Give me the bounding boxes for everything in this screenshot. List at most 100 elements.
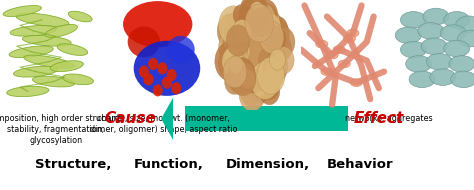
Circle shape [239, 77, 265, 111]
Circle shape [270, 34, 292, 62]
Circle shape [343, 35, 356, 42]
Circle shape [265, 25, 285, 52]
Circle shape [440, 25, 466, 41]
Ellipse shape [226, 9, 285, 97]
Circle shape [255, 0, 278, 30]
Circle shape [270, 53, 288, 77]
Circle shape [225, 69, 244, 94]
Circle shape [157, 62, 167, 74]
Circle shape [219, 6, 248, 45]
Circle shape [258, 13, 282, 44]
Circle shape [227, 47, 242, 66]
Ellipse shape [123, 1, 192, 47]
Circle shape [264, 68, 278, 86]
Text: Structure,: Structure, [35, 158, 112, 171]
Circle shape [252, 74, 273, 101]
Circle shape [273, 27, 295, 57]
Circle shape [233, 60, 249, 83]
Circle shape [255, 65, 274, 91]
Circle shape [162, 77, 172, 89]
Ellipse shape [63, 74, 93, 85]
Circle shape [235, 66, 255, 92]
Circle shape [259, 77, 280, 105]
Circle shape [269, 20, 290, 48]
Circle shape [333, 46, 345, 53]
Circle shape [222, 34, 250, 71]
Circle shape [257, 57, 285, 94]
Circle shape [444, 12, 470, 28]
Circle shape [401, 12, 427, 28]
Circle shape [153, 84, 163, 97]
Text: Effect: Effect [354, 111, 404, 126]
Ellipse shape [3, 6, 42, 17]
Circle shape [224, 42, 248, 74]
Polygon shape [161, 98, 173, 140]
Circle shape [258, 15, 281, 45]
Ellipse shape [57, 44, 88, 55]
Text: Behavior: Behavior [327, 158, 393, 171]
Circle shape [264, 48, 286, 77]
Circle shape [171, 82, 181, 94]
Ellipse shape [50, 61, 83, 72]
Text: Function,: Function, [133, 158, 203, 171]
Circle shape [148, 58, 158, 70]
Circle shape [268, 16, 288, 43]
Circle shape [224, 11, 251, 47]
Ellipse shape [10, 25, 57, 36]
Circle shape [233, 67, 254, 95]
Circle shape [430, 69, 456, 86]
Circle shape [256, 16, 278, 46]
Circle shape [239, 69, 268, 108]
Circle shape [251, 3, 280, 42]
Ellipse shape [68, 11, 92, 22]
Circle shape [264, 61, 284, 88]
Circle shape [395, 27, 421, 44]
Circle shape [258, 10, 282, 42]
Circle shape [250, 3, 275, 37]
Circle shape [421, 38, 447, 55]
Circle shape [238, 7, 255, 29]
Circle shape [219, 28, 247, 66]
Circle shape [239, 0, 268, 32]
Circle shape [316, 40, 328, 48]
Circle shape [251, 61, 280, 100]
Circle shape [267, 36, 285, 60]
Circle shape [250, 75, 267, 97]
Circle shape [274, 47, 294, 74]
Circle shape [241, 0, 257, 22]
Circle shape [248, 10, 268, 36]
Circle shape [245, 4, 273, 42]
Text: charge, size, mol. wt. (monomer,
dimer, oligomer) shape, aspect ratio: charge, size, mol. wt. (monomer, dimer, … [90, 114, 237, 134]
Circle shape [239, 7, 257, 32]
Circle shape [219, 45, 246, 81]
Circle shape [229, 55, 243, 74]
Circle shape [457, 30, 474, 47]
Circle shape [244, 74, 264, 101]
Circle shape [266, 17, 288, 46]
Circle shape [230, 61, 256, 96]
Circle shape [230, 73, 246, 94]
Text: Cause: Cause [104, 111, 156, 126]
Circle shape [264, 13, 278, 32]
Circle shape [427, 53, 452, 70]
Circle shape [260, 75, 279, 100]
Circle shape [449, 56, 474, 72]
Circle shape [264, 48, 286, 77]
Circle shape [236, 73, 253, 95]
Circle shape [144, 73, 154, 86]
Circle shape [240, 69, 255, 89]
Circle shape [406, 56, 432, 72]
Circle shape [444, 40, 470, 57]
Circle shape [261, 49, 287, 83]
Circle shape [229, 55, 249, 81]
Ellipse shape [32, 76, 74, 87]
Circle shape [259, 21, 284, 54]
Circle shape [139, 66, 149, 78]
Ellipse shape [9, 46, 53, 58]
Circle shape [423, 8, 449, 25]
Circle shape [264, 25, 285, 53]
Circle shape [258, 45, 286, 82]
Circle shape [235, 14, 253, 38]
Circle shape [217, 13, 244, 49]
Circle shape [223, 30, 240, 52]
